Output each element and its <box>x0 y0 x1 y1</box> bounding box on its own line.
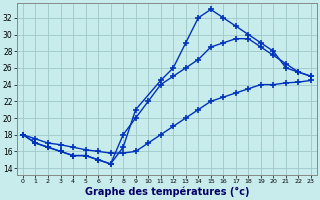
X-axis label: Graphe des températures (°c): Graphe des températures (°c) <box>85 187 249 197</box>
